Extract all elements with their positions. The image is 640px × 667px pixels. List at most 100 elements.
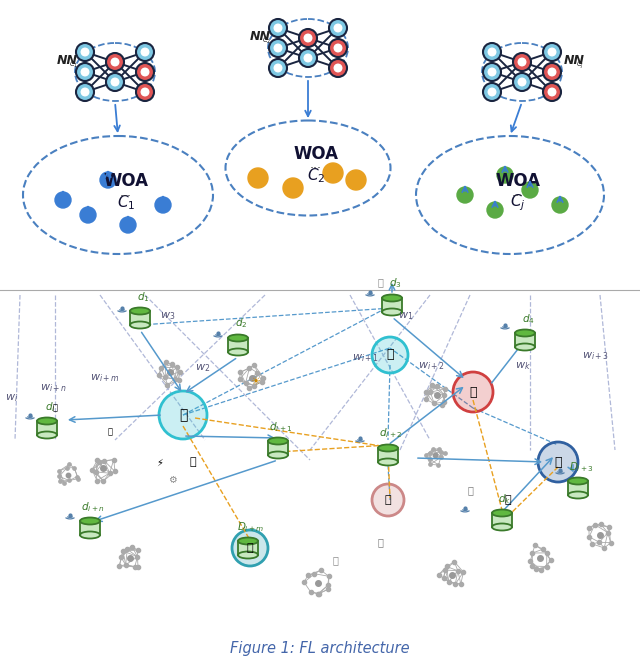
Circle shape [543, 83, 561, 101]
Bar [492, 513, 512, 527]
Circle shape [141, 68, 148, 76]
Text: $C_j$: $C_j$ [510, 193, 526, 213]
Circle shape [111, 58, 119, 66]
Text: $_{C_j}$: $_{C_j}$ [576, 59, 584, 71]
Bar [382, 298, 402, 312]
Circle shape [274, 24, 282, 32]
Circle shape [372, 484, 404, 516]
Circle shape [106, 73, 124, 91]
Circle shape [299, 49, 317, 67]
Ellipse shape [492, 524, 512, 530]
Circle shape [159, 391, 207, 439]
Circle shape [548, 68, 556, 76]
Circle shape [522, 182, 538, 198]
Text: $D_{i+m}$: $D_{i+m}$ [237, 520, 265, 534]
Text: WOA: WOA [104, 172, 148, 190]
Text: Figure 1: FL architecture: Figure 1: FL architecture [230, 640, 410, 656]
Circle shape [487, 202, 503, 218]
Circle shape [76, 83, 94, 101]
Text: $d_k$: $d_k$ [499, 492, 511, 506]
Ellipse shape [378, 444, 398, 452]
Circle shape [81, 88, 89, 96]
Bar [37, 421, 57, 435]
Circle shape [552, 197, 568, 213]
Text: $_{C_2}$: $_{C_2}$ [262, 35, 271, 47]
Ellipse shape [37, 432, 57, 438]
Circle shape [269, 19, 287, 37]
Circle shape [106, 53, 124, 71]
Text: 🏗: 🏗 [179, 408, 187, 422]
Ellipse shape [130, 321, 150, 329]
Circle shape [76, 63, 94, 81]
Text: WOA: WOA [495, 172, 541, 190]
Circle shape [155, 197, 171, 213]
Bar [80, 521, 100, 535]
Text: ...: ... [310, 159, 322, 171]
Text: $w_k$: $w_k$ [515, 360, 531, 372]
Circle shape [81, 68, 89, 76]
Circle shape [80, 207, 96, 223]
Circle shape [334, 64, 342, 72]
Text: $w_{i+2}$: $w_{i+2}$ [418, 360, 445, 372]
Text: $d_1$: $d_1$ [137, 289, 149, 303]
Text: $d_{i+n}$: $d_{i+n}$ [81, 500, 105, 514]
Text: 🗼: 🗼 [467, 485, 473, 495]
Circle shape [334, 24, 342, 32]
Ellipse shape [268, 452, 288, 458]
Ellipse shape [238, 552, 258, 558]
Text: 🏠: 🏠 [387, 348, 394, 362]
Ellipse shape [37, 418, 57, 424]
Text: $C_1$: $C_1$ [117, 193, 135, 212]
Text: NN: NN [250, 29, 271, 43]
Text: $d_{i+1}$: $d_{i+1}$ [269, 420, 292, 434]
Circle shape [488, 88, 496, 96]
Text: ⛪: ⛪ [52, 404, 58, 412]
Circle shape [513, 53, 531, 71]
Circle shape [269, 39, 287, 57]
Bar [568, 481, 588, 495]
Circle shape [483, 63, 501, 81]
Text: $D_{i+3}$: $D_{i+3}$ [568, 460, 593, 474]
Ellipse shape [228, 348, 248, 356]
Bar [228, 338, 248, 352]
Circle shape [100, 172, 116, 188]
Text: 🔌: 🔌 [505, 495, 511, 505]
Circle shape [136, 43, 154, 61]
Text: NN: NN [564, 53, 585, 67]
Circle shape [136, 63, 154, 81]
Ellipse shape [515, 344, 535, 350]
Circle shape [248, 168, 268, 188]
Circle shape [538, 442, 578, 482]
Text: NN: NN [57, 53, 78, 67]
Text: $w_2$: $w_2$ [195, 362, 210, 374]
Text: $w_{i+m}$: $w_{i+m}$ [90, 372, 120, 384]
Bar [378, 448, 398, 462]
Circle shape [483, 43, 501, 61]
Circle shape [111, 78, 119, 86]
Text: ⚙: ⚙ [168, 475, 177, 485]
Circle shape [513, 73, 531, 91]
Circle shape [81, 48, 89, 56]
Ellipse shape [228, 334, 248, 342]
Circle shape [304, 54, 312, 62]
Text: WOA: WOA [294, 145, 339, 163]
Text: $d_3$: $d_3$ [388, 277, 401, 291]
Text: ⛵: ⛵ [377, 277, 383, 287]
Circle shape [304, 34, 312, 42]
Ellipse shape [80, 518, 100, 524]
Text: ...: ... [512, 185, 524, 199]
Circle shape [488, 48, 496, 56]
Circle shape [136, 83, 154, 101]
Ellipse shape [492, 510, 512, 516]
Text: 🗼: 🗼 [377, 537, 383, 547]
Text: 🏭: 🏭 [246, 543, 253, 553]
Circle shape [334, 44, 342, 52]
Circle shape [346, 170, 366, 190]
Circle shape [372, 337, 408, 373]
Ellipse shape [268, 438, 288, 444]
Circle shape [329, 59, 347, 77]
Ellipse shape [378, 458, 398, 466]
Text: $d_{i+2}$: $d_{i+2}$ [380, 427, 403, 440]
Text: ☀: ☀ [250, 377, 260, 387]
Text: $d_2$: $d_2$ [235, 317, 247, 331]
